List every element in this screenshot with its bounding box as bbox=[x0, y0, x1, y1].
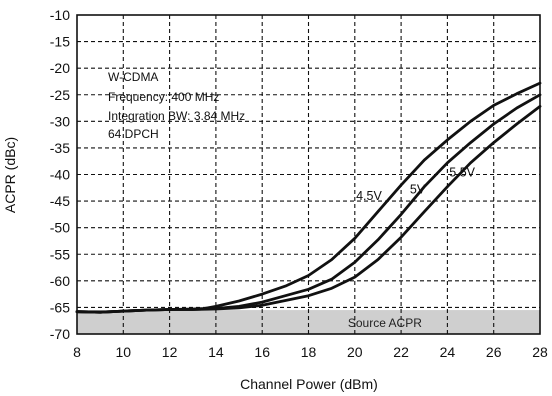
x-tick-label: 14 bbox=[208, 344, 224, 360]
note-line-1: W-CDMA bbox=[108, 70, 158, 84]
y-tick-label: -60 bbox=[50, 273, 70, 289]
x-tick-label: 12 bbox=[162, 344, 178, 360]
x-tick-label: 10 bbox=[116, 344, 132, 360]
source-acpr-band bbox=[77, 310, 540, 334]
note-line-2: Frequency: 400 MHz bbox=[108, 90, 219, 104]
source-acpr-label: Source ACPR bbox=[348, 316, 422, 330]
y-tick-label: -70 bbox=[50, 326, 70, 342]
note-line-4: 64 DPCH bbox=[108, 127, 159, 141]
y-tick-label: -35 bbox=[50, 140, 70, 156]
y-tick-label: -50 bbox=[50, 220, 70, 236]
series-label-1: 5V bbox=[410, 182, 426, 196]
x-tick-label: 20 bbox=[347, 344, 363, 360]
grid-lines bbox=[77, 15, 540, 334]
series-label-0: 4.5V bbox=[356, 189, 382, 203]
y-tick-label: -40 bbox=[50, 167, 70, 183]
y-tick-label: -20 bbox=[50, 60, 70, 76]
x-tick-label: 28 bbox=[532, 344, 548, 360]
x-tick-label: 24 bbox=[440, 344, 456, 360]
x-tick-label: 22 bbox=[393, 344, 409, 360]
test-conditions-note: W-CDMA Frequency: 400 MHz Integration BW… bbox=[108, 70, 245, 141]
x-tick-labels: 8 10 12 14 16 18 20 22 24 26 28 bbox=[73, 344, 548, 360]
x-tick-label: 18 bbox=[301, 344, 317, 360]
plot-frame bbox=[76, 14, 541, 335]
series-labels: 4.5V 5V 5.5V bbox=[356, 165, 476, 202]
x-tick-label: 8 bbox=[73, 344, 81, 360]
y-tick-label: -10 bbox=[50, 7, 70, 23]
y-tick-label: -15 bbox=[50, 34, 70, 50]
x-tick-label: 16 bbox=[254, 344, 270, 360]
x-axis-title: Channel Power (dBm) bbox=[240, 376, 378, 392]
y-tick-label: -55 bbox=[50, 246, 70, 262]
x-tick-label: 26 bbox=[486, 344, 502, 360]
y-tick-labels: -10 -15 -20 -25 -30 -35 -40 -45 -50 -55 -60 -65 -70 bbox=[50, 7, 70, 342]
note-line-3: Integration BW: 3.84 MHz bbox=[108, 109, 245, 123]
series-lines bbox=[75, 81, 542, 314]
y-axis-title: ACPR (dBc) bbox=[2, 137, 18, 213]
y-tick-label: -65 bbox=[50, 299, 70, 315]
series-label-2: 5.5V bbox=[449, 165, 475, 179]
series-line-2 bbox=[75, 105, 542, 314]
y-tick-label: -30 bbox=[50, 113, 70, 129]
y-tick-label: -25 bbox=[50, 87, 70, 103]
y-tick-label: -45 bbox=[50, 193, 70, 209]
